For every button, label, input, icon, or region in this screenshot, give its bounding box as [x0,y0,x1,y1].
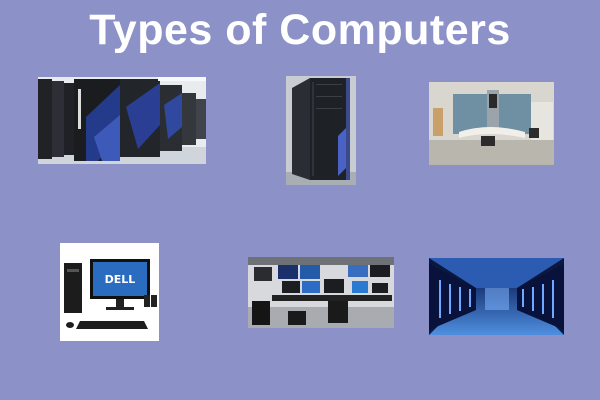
mainframe-image [286,76,356,185]
vintage-computer-image [429,82,554,165]
dell-logo: DELL [105,273,136,286]
page-title: Types of Computers [89,6,511,54]
desktop-computer-image: DELL [60,243,159,341]
server-room-image [429,258,564,335]
supercomputer-image [38,77,206,164]
workstation-image [248,257,394,328]
